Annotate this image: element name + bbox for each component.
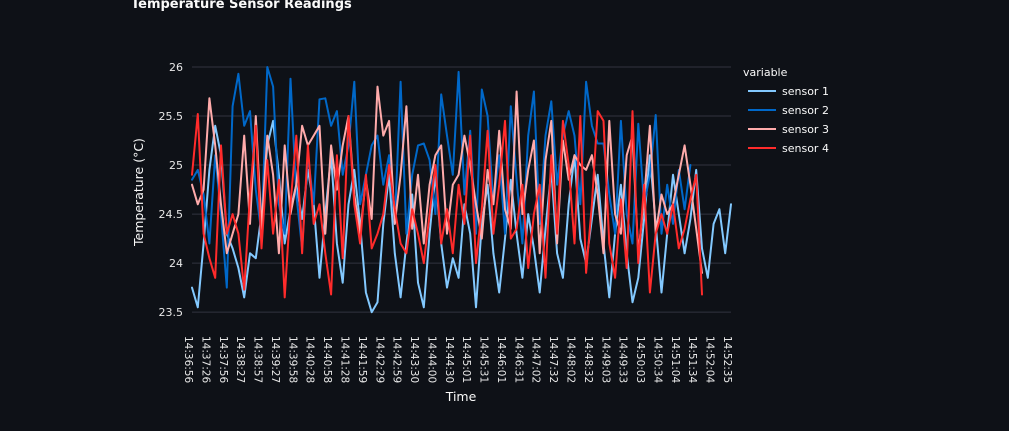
- legend-item-sensor-2[interactable]: sensor 2: [748, 104, 829, 117]
- x-tick-label: 14:50:03: [634, 336, 646, 383]
- x-tick-label: 14:49:03: [599, 336, 611, 383]
- x-axis-ticks: 14:36:56 14:37:26 14:37:56 14:38:27 14:38:57…: [182, 336, 733, 383]
- x-tick-label: 14:49:33: [617, 336, 629, 383]
- x-tick-label: 14:45:31: [478, 336, 490, 383]
- x-tick-label: 14:40:58: [321, 336, 333, 383]
- legend[interactable]: variable sensor 1 sensor 2 sensor 3 sensor …: [743, 66, 829, 155]
- x-tick-label: 14:39:27: [269, 336, 281, 383]
- y-axis-ticks: 23.5 24 24.5 25 25.5 26: [159, 61, 184, 319]
- y-tick-label: 26: [169, 61, 183, 74]
- x-tick-label: 14:36:56: [182, 336, 194, 383]
- x-axis-label: Time: [445, 389, 477, 404]
- x-tick-label: 14:47:32: [547, 336, 559, 383]
- legend-item-sensor-3[interactable]: sensor 3: [748, 123, 829, 136]
- x-tick-label: 14:43:30: [408, 336, 420, 383]
- x-tick-label: 14:48:02: [565, 336, 577, 383]
- x-tick-label: 14:50:34: [651, 336, 663, 383]
- x-tick-label: 14:51:34: [686, 336, 698, 383]
- y-tick-label: 24.5: [159, 208, 184, 221]
- x-tick-label: 14:45:01: [460, 336, 472, 383]
- x-tick-label: 14:40:28: [304, 336, 316, 383]
- legend-item-sensor-4[interactable]: sensor 4: [748, 142, 829, 155]
- legend-label: sensor 1: [782, 85, 829, 98]
- legend-label: sensor 2: [782, 104, 829, 117]
- chart-title: Temperature Sensor Readings: [131, 0, 352, 12]
- x-tick-label: 14:44:00: [425, 336, 437, 383]
- legend-item-sensor-1[interactable]: sensor 1: [748, 85, 829, 98]
- series-line-sensor-3: [191, 85, 703, 274]
- x-tick-label: 14:37:56: [217, 336, 229, 383]
- x-tick-label: 14:42:29: [373, 336, 385, 383]
- x-tick-label: 14:37:26: [199, 336, 211, 383]
- x-tick-label: 14:41:59: [356, 336, 368, 383]
- x-tick-label: 14:47:02: [530, 336, 542, 383]
- x-tick-label: 14:52:04: [704, 336, 716, 383]
- x-tick-label: 14:38:57: [252, 336, 264, 383]
- x-tick-label: 14:39:58: [286, 336, 298, 383]
- x-tick-label: 14:44:30: [443, 336, 455, 383]
- legend-title: variable: [743, 66, 788, 79]
- x-tick-label: 14:42:59: [391, 336, 403, 383]
- x-tick-label: 14:46:01: [495, 336, 507, 383]
- series-lines: [191, 66, 732, 314]
- y-tick-label: 23.5: [159, 306, 184, 319]
- y-axis-label: Temperature (°C): [131, 138, 146, 247]
- x-tick-label: 14:38:27: [234, 336, 246, 383]
- series-line-sensor-4: [191, 110, 703, 299]
- y-tick-label: 25: [169, 159, 183, 172]
- x-tick-label: 14:48:32: [582, 336, 594, 383]
- gridlines: [192, 66, 731, 313]
- legend-label: sensor 4: [782, 142, 829, 155]
- x-tick-label: 14:51:04: [669, 336, 681, 383]
- y-tick-label: 25.5: [159, 110, 184, 123]
- legend-label: sensor 3: [782, 123, 829, 136]
- x-tick-label: 14:41:28: [338, 336, 350, 383]
- x-tick-label: 14:46:31: [512, 336, 524, 383]
- x-tick-label: 14:52:35: [721, 336, 733, 383]
- y-tick-label: 24: [169, 257, 183, 270]
